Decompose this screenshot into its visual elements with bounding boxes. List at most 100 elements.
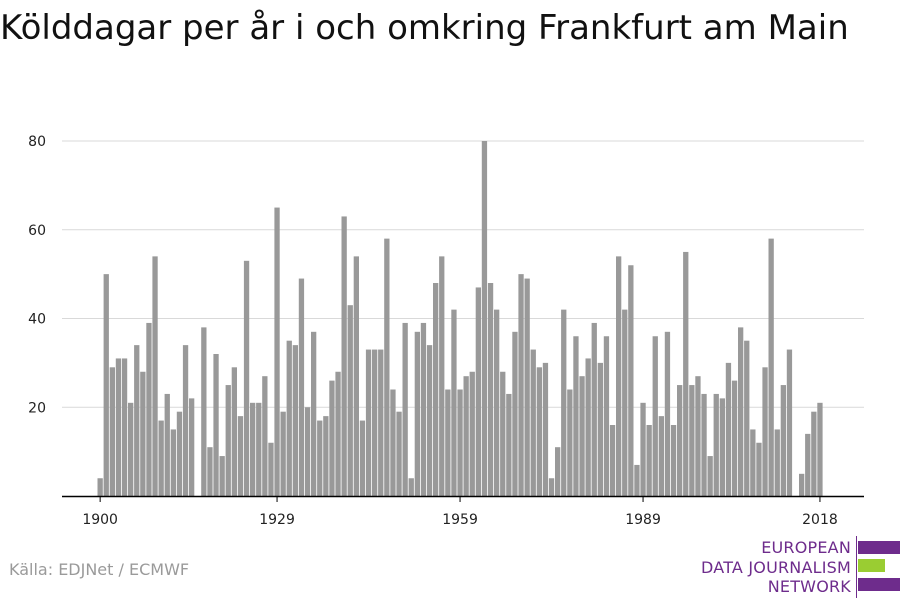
bar-2008 bbox=[756, 442, 762, 496]
x-tick-label: 2018 bbox=[802, 512, 838, 528]
bar-1913 bbox=[176, 411, 183, 496]
bar-1917 bbox=[201, 327, 207, 496]
bar-1994 bbox=[670, 425, 677, 496]
bar-1955 bbox=[433, 283, 439, 496]
bar-1922 bbox=[231, 367, 237, 496]
x-tick-label: 1900 bbox=[82, 512, 118, 528]
bar-1908 bbox=[146, 322, 152, 496]
bar-1996 bbox=[683, 251, 689, 496]
y-tick-label: 60 bbox=[28, 223, 46, 239]
bar-1928 bbox=[268, 442, 274, 496]
bar-1958 bbox=[451, 309, 457, 496]
bar-1936 bbox=[317, 420, 323, 496]
y-tick-label: 20 bbox=[28, 400, 46, 416]
bar-1942 bbox=[353, 256, 359, 496]
bar-1988 bbox=[634, 464, 640, 496]
bar-1940 bbox=[341, 216, 347, 496]
bar-1918 bbox=[207, 447, 213, 496]
bar-1927 bbox=[262, 376, 268, 496]
bar-1971 bbox=[530, 349, 536, 496]
bar-1933 bbox=[298, 278, 305, 496]
bar-2005 bbox=[738, 327, 744, 496]
y-axis-ticks: 20 40 60 80 bbox=[28, 134, 46, 416]
bar-1973 bbox=[542, 362, 549, 496]
bar-1962 bbox=[475, 287, 481, 496]
bar-1991 bbox=[652, 336, 658, 496]
bar-1966 bbox=[500, 371, 506, 496]
bar-1989 bbox=[640, 402, 646, 496]
bar-1983 bbox=[603, 336, 610, 496]
bar-2017 bbox=[811, 411, 817, 496]
bar-1926 bbox=[256, 402, 262, 496]
bar-1982 bbox=[597, 362, 603, 496]
logo-line-3: NETWORK bbox=[767, 577, 851, 596]
bar-1969 bbox=[518, 274, 524, 496]
bar-1998 bbox=[695, 376, 701, 496]
bar-1920 bbox=[219, 456, 225, 496]
bar-1965 bbox=[494, 309, 500, 496]
bar-2004 bbox=[731, 380, 738, 496]
bar-1957 bbox=[445, 389, 451, 496]
bar-1912 bbox=[170, 429, 176, 496]
bar-1905 bbox=[128, 402, 134, 496]
bar-1972 bbox=[536, 367, 542, 496]
bar-1904 bbox=[121, 358, 128, 496]
bar-1995 bbox=[677, 385, 683, 496]
bar-1952 bbox=[414, 331, 420, 496]
bar-1925 bbox=[250, 402, 256, 496]
bar-1963 bbox=[481, 141, 488, 496]
bar-1901 bbox=[103, 274, 109, 496]
bar-1990 bbox=[646, 425, 652, 496]
logo-bar-purple-bottom bbox=[858, 578, 900, 591]
bar-1987 bbox=[628, 265, 634, 496]
bar-1961 bbox=[469, 371, 475, 496]
gridlines bbox=[62, 140, 864, 408]
bar-2000 bbox=[707, 456, 713, 496]
logo-bar-purple-top bbox=[858, 541, 900, 554]
bar-1980 bbox=[585, 358, 591, 496]
bar-1948 bbox=[390, 389, 396, 496]
bar-1976 bbox=[561, 309, 567, 496]
bar-1930 bbox=[280, 411, 286, 496]
y-tick-label: 40 bbox=[28, 312, 46, 328]
bar-1981 bbox=[591, 322, 597, 496]
bar-2016 bbox=[805, 433, 811, 496]
bar-2003 bbox=[725, 362, 732, 496]
bar-1932 bbox=[292, 345, 298, 496]
bar-2009 bbox=[762, 367, 768, 496]
bar-1979 bbox=[579, 376, 585, 496]
bar-1906 bbox=[134, 345, 140, 496]
bar-1968 bbox=[512, 331, 518, 496]
bar-1902 bbox=[109, 367, 115, 496]
bar-1914 bbox=[182, 345, 189, 496]
bar-1986 bbox=[622, 309, 628, 496]
bar-1941 bbox=[347, 305, 353, 496]
bar-1997 bbox=[689, 385, 695, 496]
bar-2007 bbox=[750, 429, 756, 496]
x-axis-ticks: 1900 1929 1959 1989 2018 bbox=[82, 496, 838, 528]
bar-1960 bbox=[463, 376, 469, 496]
x-tick-label: 1929 bbox=[259, 512, 295, 528]
bar-1931 bbox=[286, 340, 292, 496]
x-tick-label: 1959 bbox=[442, 512, 478, 528]
bar-1909 bbox=[152, 256, 158, 496]
bar-1924 bbox=[243, 260, 250, 496]
bar-2018 bbox=[817, 402, 823, 496]
bar-1967 bbox=[506, 393, 512, 496]
bar-1978 bbox=[573, 336, 579, 496]
bar-1910 bbox=[158, 420, 164, 496]
bar-2012 bbox=[780, 385, 786, 496]
logo-line-1: EUROPEAN bbox=[761, 538, 851, 557]
bar-2001 bbox=[713, 393, 719, 496]
bar-1999 bbox=[701, 393, 707, 496]
bar-1907 bbox=[140, 371, 146, 496]
bar-1975 bbox=[555, 447, 561, 496]
bar-1929 bbox=[274, 207, 280, 496]
bar-1984 bbox=[609, 425, 616, 496]
bar-1954 bbox=[426, 345, 433, 496]
bar-1934 bbox=[304, 407, 311, 496]
bar-1956 bbox=[439, 256, 445, 496]
source-note: Källa: EDJNet / ECMWF bbox=[9, 560, 190, 579]
bar-1945 bbox=[372, 349, 378, 496]
